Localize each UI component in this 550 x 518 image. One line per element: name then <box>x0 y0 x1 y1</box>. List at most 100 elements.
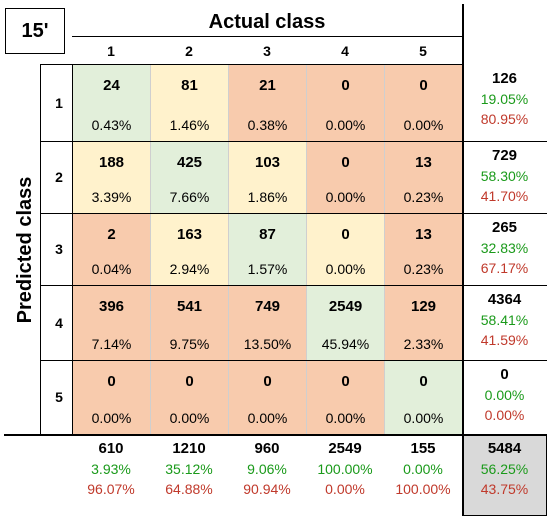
total-correct-rate: 3.93% <box>91 461 131 477</box>
row-header-3: 3 <box>55 241 63 257</box>
matrix-cell: 0 0.00% <box>306 141 384 213</box>
cell-count: 0 <box>419 373 428 390</box>
cell-count: 87 <box>259 226 276 243</box>
matrix-cell: 129 2.33% <box>384 285 462 360</box>
row-axis-title: Predicted class <box>14 176 36 324</box>
overall-total: 5484 56.25% 43.75% <box>462 434 547 516</box>
cell-count: 24 <box>103 77 120 94</box>
matrix-cell: 0 0.00% <box>72 360 150 434</box>
cell-percent: 0.00% <box>325 189 366 205</box>
row-header-4: 4 <box>55 314 63 331</box>
total-error-rate: 96.07% <box>87 481 135 497</box>
cell-count: 21 <box>259 77 276 94</box>
total-count: 2549 <box>328 440 362 457</box>
total-error-rate: 64.88% <box>165 481 213 497</box>
matrix-cell: 0 0.00% <box>228 360 306 434</box>
row-total: 729 58.30% 41.70% <box>462 141 547 213</box>
total-error-rate: 0.00% <box>484 407 525 423</box>
column-total: 2549 100.00% 0.00% <box>306 434 384 516</box>
matrix-cell: 163 2.94% <box>150 213 228 285</box>
cell-count: 13 <box>415 154 432 171</box>
total-correct-rate: 56.25% <box>480 461 529 477</box>
cell-count: 0 <box>185 373 194 390</box>
cell-percent: 1.86% <box>247 189 288 205</box>
row-separator-line <box>40 285 462 286</box>
matrix-cell: 0 0.00% <box>306 64 384 141</box>
cell-count: 2 <box>107 226 116 243</box>
matrix-cell: 188 3.39% <box>72 141 150 213</box>
matrix-cell: 749 13.50% <box>228 285 306 360</box>
cell-count: 81 <box>181 77 198 94</box>
cell-count: 103 <box>254 154 281 171</box>
total-count: 4364 <box>487 291 522 308</box>
total-count: 126 <box>491 70 518 87</box>
matrix-cell: 396 7.14% <box>72 285 150 360</box>
cell-count: 0 <box>263 373 272 390</box>
matrix-cell: 2549 45.94% <box>306 285 384 360</box>
cell-percent: 2.94% <box>169 261 210 277</box>
row-total: 126 19.05% 80.95% <box>462 64 547 141</box>
column-total: 1210 35.12% 64.88% <box>150 434 228 516</box>
total-correct-rate: 0.00% <box>403 461 443 477</box>
matrix-cell: 24 0.43% <box>72 64 150 141</box>
row-separator-line <box>40 213 462 214</box>
cell-percent: 13.50% <box>243 336 292 352</box>
cell-percent: 0.38% <box>247 117 288 133</box>
row-total: 265 32.83% 67.17% <box>462 213 547 285</box>
cell-count: 0 <box>107 373 116 390</box>
cell-percent: 0.00% <box>169 410 210 426</box>
matrix-cell: 0 0.00% <box>150 360 228 434</box>
column-total: 610 3.93% 96.07% <box>72 434 150 516</box>
matrix-cell: 81 1.46% <box>150 64 228 141</box>
total-error-rate: 41.70% <box>480 188 529 204</box>
total-error-rate: 90.94% <box>243 481 291 497</box>
cell-count: 0 <box>341 373 350 390</box>
column-header-2: 2 <box>185 43 193 59</box>
total-error-rate: 41.59% <box>480 332 529 348</box>
column-header-4: 4 <box>341 43 349 59</box>
cell-count: 0 <box>341 154 350 171</box>
cell-count: 396 <box>98 298 125 315</box>
column-header-1: 1 <box>107 43 115 59</box>
matrix-cell: 13 0.23% <box>384 141 462 213</box>
cell-count: 0 <box>341 77 350 94</box>
column-header-3: 3 <box>263 43 271 59</box>
total-error-rate: 0.00% <box>325 481 365 497</box>
cell-percent: 0.00% <box>247 410 288 426</box>
right-border-line <box>546 434 547 516</box>
bottom-border-line <box>462 515 547 516</box>
column-total: 155 0.00% 100.00% <box>384 434 462 516</box>
cell-percent: 0.00% <box>91 410 132 426</box>
cell-percent: 0.00% <box>325 261 366 277</box>
totals-horizontal-line <box>4 434 547 436</box>
cell-count: 425 <box>176 154 203 171</box>
row-total: 0 0.00% 0.00% <box>462 360 547 434</box>
row-total: 4364 58.41% 41.59% <box>462 285 547 360</box>
cell-percent: 0.04% <box>91 261 132 277</box>
cell-count: 541 <box>176 298 203 315</box>
total-count: 265 <box>491 219 518 236</box>
matrix-cell: 87 1.57% <box>228 213 306 285</box>
row-total-separator-line <box>462 141 547 142</box>
matrix-cell: 0 0.00% <box>306 360 384 434</box>
total-count: 960 <box>254 440 280 457</box>
cell-count: 749 <box>254 298 281 315</box>
row-total-separator-line <box>462 213 547 214</box>
column-header-5: 5 <box>419 43 427 59</box>
total-count: 0 <box>500 366 509 383</box>
row-separator-line <box>40 360 462 361</box>
total-count: 610 <box>98 440 124 457</box>
total-correct-rate: 9.06% <box>247 461 287 477</box>
row-header-5: 5 <box>55 389 63 405</box>
matrix-cell: 21 0.38% <box>228 64 306 141</box>
cell-count: 163 <box>176 226 203 243</box>
column-axis-title: Actual class <box>208 11 326 33</box>
cell-percent: 7.14% <box>91 336 132 352</box>
header-divider-line <box>72 36 462 37</box>
matrix-cell: 541 9.75% <box>150 285 228 360</box>
cell-percent: 9.75% <box>169 336 210 352</box>
total-error-rate: 100.00% <box>395 481 451 497</box>
total-error-rate: 80.95% <box>480 111 529 127</box>
matrix-cell: 13 0.23% <box>384 213 462 285</box>
cell-percent: 0.43% <box>91 117 132 133</box>
